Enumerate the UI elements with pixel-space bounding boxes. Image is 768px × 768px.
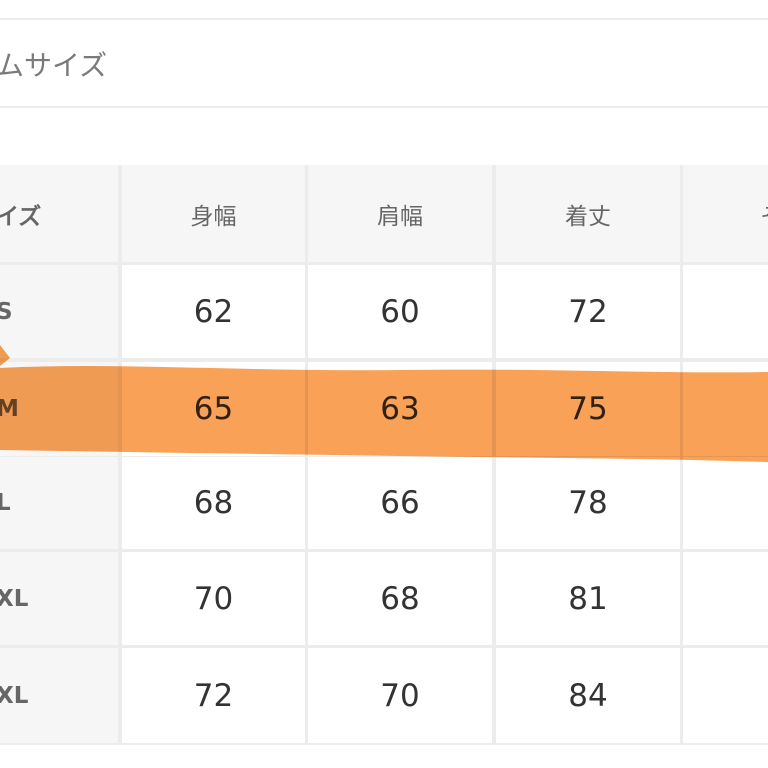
row-label: M	[0, 362, 118, 456]
size-table: イズ身幅肩幅着丈そてS6260725M6563755L6866785XL7068…	[0, 165, 768, 745]
table-cell: 70	[308, 648, 492, 743]
table-cell: 5	[683, 457, 768, 549]
table-cell: 68	[122, 457, 305, 549]
table-cell: 78	[496, 457, 680, 549]
column-header: 肩幅	[308, 165, 492, 262]
table-cell: 72	[122, 648, 305, 743]
table-cell: 5	[683, 552, 768, 645]
row-label: XL	[0, 648, 118, 743]
table-cell: 65	[122, 362, 305, 456]
title: ムサイズ	[0, 49, 108, 82]
table-cell: 62	[122, 265, 305, 358]
title-box	[0, 18, 768, 108]
table-cell: 70	[122, 552, 305, 645]
table-cell: 72	[496, 265, 680, 358]
table-cell: 84	[496, 648, 680, 743]
table-cell: 81	[496, 552, 680, 645]
column-header: 着丈	[496, 165, 680, 262]
table-cell: 63	[308, 362, 492, 456]
column-header: 身幅	[122, 165, 305, 262]
row-label: XL	[0, 552, 118, 645]
table-cell: 75	[496, 362, 680, 456]
row-label: L	[0, 457, 118, 549]
table-cell: 5	[683, 362, 768, 456]
column-header: そて	[683, 165, 768, 262]
table-cell: 5	[683, 265, 768, 358]
table-cell: 60	[308, 265, 492, 358]
column-header: イズ	[0, 165, 118, 262]
row-label: S	[0, 265, 118, 358]
table-cell: 66	[308, 457, 492, 549]
table-cell: 5	[683, 648, 768, 743]
table-cell: 68	[308, 552, 492, 645]
